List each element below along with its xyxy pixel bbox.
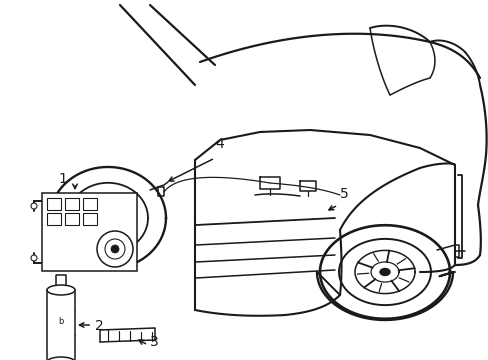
Text: 4: 4 [215, 137, 224, 151]
Text: b: b [58, 318, 63, 327]
Ellipse shape [104, 215, 112, 221]
Bar [47, 213, 61, 225]
Text: 5: 5 [339, 187, 348, 201]
Bar [47, 198, 61, 210]
Circle shape [31, 203, 37, 209]
Text: 2: 2 [95, 319, 103, 333]
Bar [83, 198, 97, 210]
Circle shape [97, 231, 133, 267]
Bar [42, 193, 137, 271]
Ellipse shape [379, 269, 389, 275]
Bar [65, 213, 79, 225]
Circle shape [31, 255, 37, 261]
Bar [65, 198, 79, 210]
Circle shape [105, 239, 125, 259]
Circle shape [111, 245, 119, 253]
Text: 1: 1 [58, 172, 67, 186]
Bar [47, 290, 75, 360]
Text: 3: 3 [150, 335, 159, 349]
Ellipse shape [47, 285, 75, 295]
Ellipse shape [47, 357, 75, 360]
Bar [83, 213, 97, 225]
